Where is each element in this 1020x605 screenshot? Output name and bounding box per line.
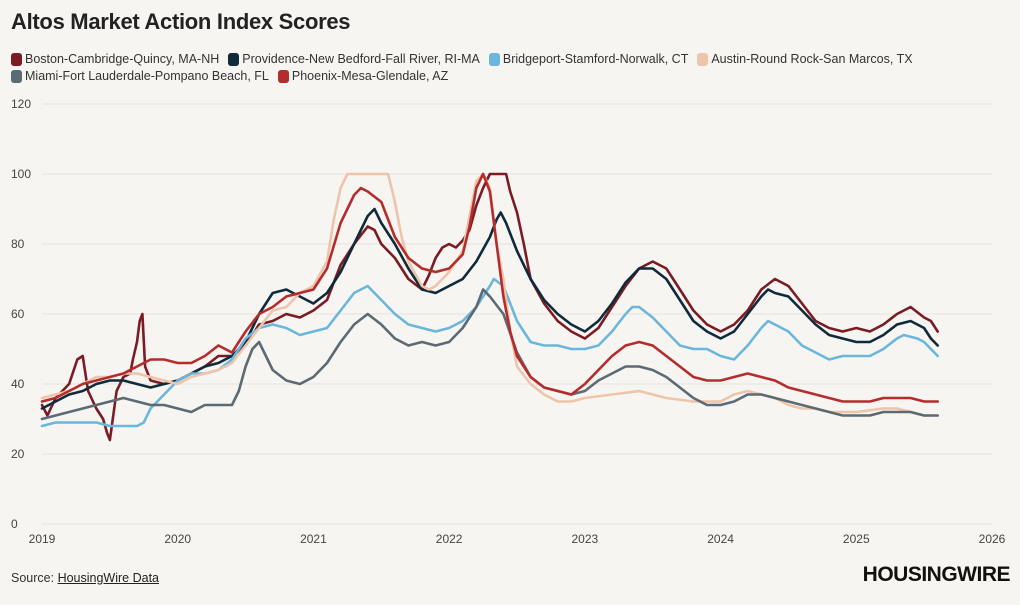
legend-swatch-phoenix [277, 69, 289, 83]
y-axis-ticks: 0 20 40 60 80 100 120 [11, 97, 31, 531]
legend-item-austin[interactable]: Austin-Round Rock-San Marcos, TX [697, 51, 913, 67]
legend-label-providence: Providence-New Bedford-Fall River, RI-MA [242, 52, 480, 66]
line-chart: 0 20 40 60 80 100 120 2019 2020 2021 2022 2023 2024… [11, 97, 1006, 546]
series-line-1[interactable] [40, 207, 939, 410]
legend-swatch-providence [228, 52, 240, 66]
x-tick-label-2022: 2022 [436, 532, 463, 546]
y-tick-label-120: 120 [11, 97, 31, 111]
legend-swatch-boston [11, 52, 22, 66]
series-line-4[interactable] [40, 288, 939, 421]
legend-swatch-austin [697, 52, 709, 66]
legend-item-miami[interactable]: Miami-Fort Lauderdale-Pompano Beach, FL [11, 68, 269, 84]
chart-title: Altos Market Action Index Scores [11, 9, 351, 34]
y-tick-label-100: 100 [11, 167, 31, 181]
housingwire-logo: HOUSINGWIRE [862, 563, 1011, 586]
series-lines [40, 172, 939, 442]
legend-label-boston: Boston-Cambridge-Quincy, MA-NH [25, 52, 220, 66]
x-tick-label-2026: 2026 [979, 532, 1006, 546]
y-tick-label-80: 80 [11, 237, 25, 251]
legend-item-providence[interactable]: Providence-New Bedford-Fall River, RI-MA [228, 51, 480, 67]
series-line-0[interactable] [40, 172, 939, 442]
y-tick-label-40: 40 [11, 377, 25, 391]
x-tick-label-2025: 2025 [843, 532, 870, 546]
source-link[interactable]: HousingWire Data [57, 571, 159, 585]
x-tick-label-2021: 2021 [300, 532, 327, 546]
grid-lines [42, 103, 992, 525]
legend-label-austin: Austin-Round Rock-San Marcos, TX [711, 52, 913, 66]
x-axis-ticks: 2019 2020 2021 2022 2023 2024 2025 2026 [29, 532, 1006, 546]
legend-label-phoenix: Phoenix-Mesa-Glendale, AZ [291, 69, 449, 83]
legend-label-miami: Miami-Fort Lauderdale-Pompano Beach, FL [25, 69, 269, 83]
x-tick-label-2019: 2019 [29, 532, 56, 546]
series-line-5[interactable] [40, 172, 939, 403]
legend-label-bridgeport: Bridgeport-Stamford-Norwalk, CT [502, 52, 689, 66]
source-note: Source: HousingWire Data [11, 571, 159, 585]
legend-item-bridgeport[interactable]: Bridgeport-Stamford-Norwalk, CT [488, 51, 689, 67]
chart-legend: Boston-Cambridge-Quincy, MA-NH Providenc… [11, 51, 1011, 84]
y-tick-label-0: 0 [11, 517, 18, 531]
x-tick-label-2024: 2024 [707, 532, 734, 546]
legend-item-phoenix[interactable]: Phoenix-Mesa-Glendale, AZ [277, 68, 449, 84]
legend-swatch-bridgeport [488, 52, 500, 66]
legend-swatch-miami [11, 69, 22, 83]
x-tick-label-2023: 2023 [572, 532, 599, 546]
source-prefix: Source: [11, 571, 58, 585]
series-line-2[interactable] [40, 277, 939, 428]
y-tick-label-20: 20 [11, 447, 25, 461]
x-tick-label-2020: 2020 [164, 532, 191, 546]
y-tick-label-60: 60 [11, 307, 25, 321]
legend-item-boston[interactable]: Boston-Cambridge-Quincy, MA-NH [11, 51, 219, 67]
